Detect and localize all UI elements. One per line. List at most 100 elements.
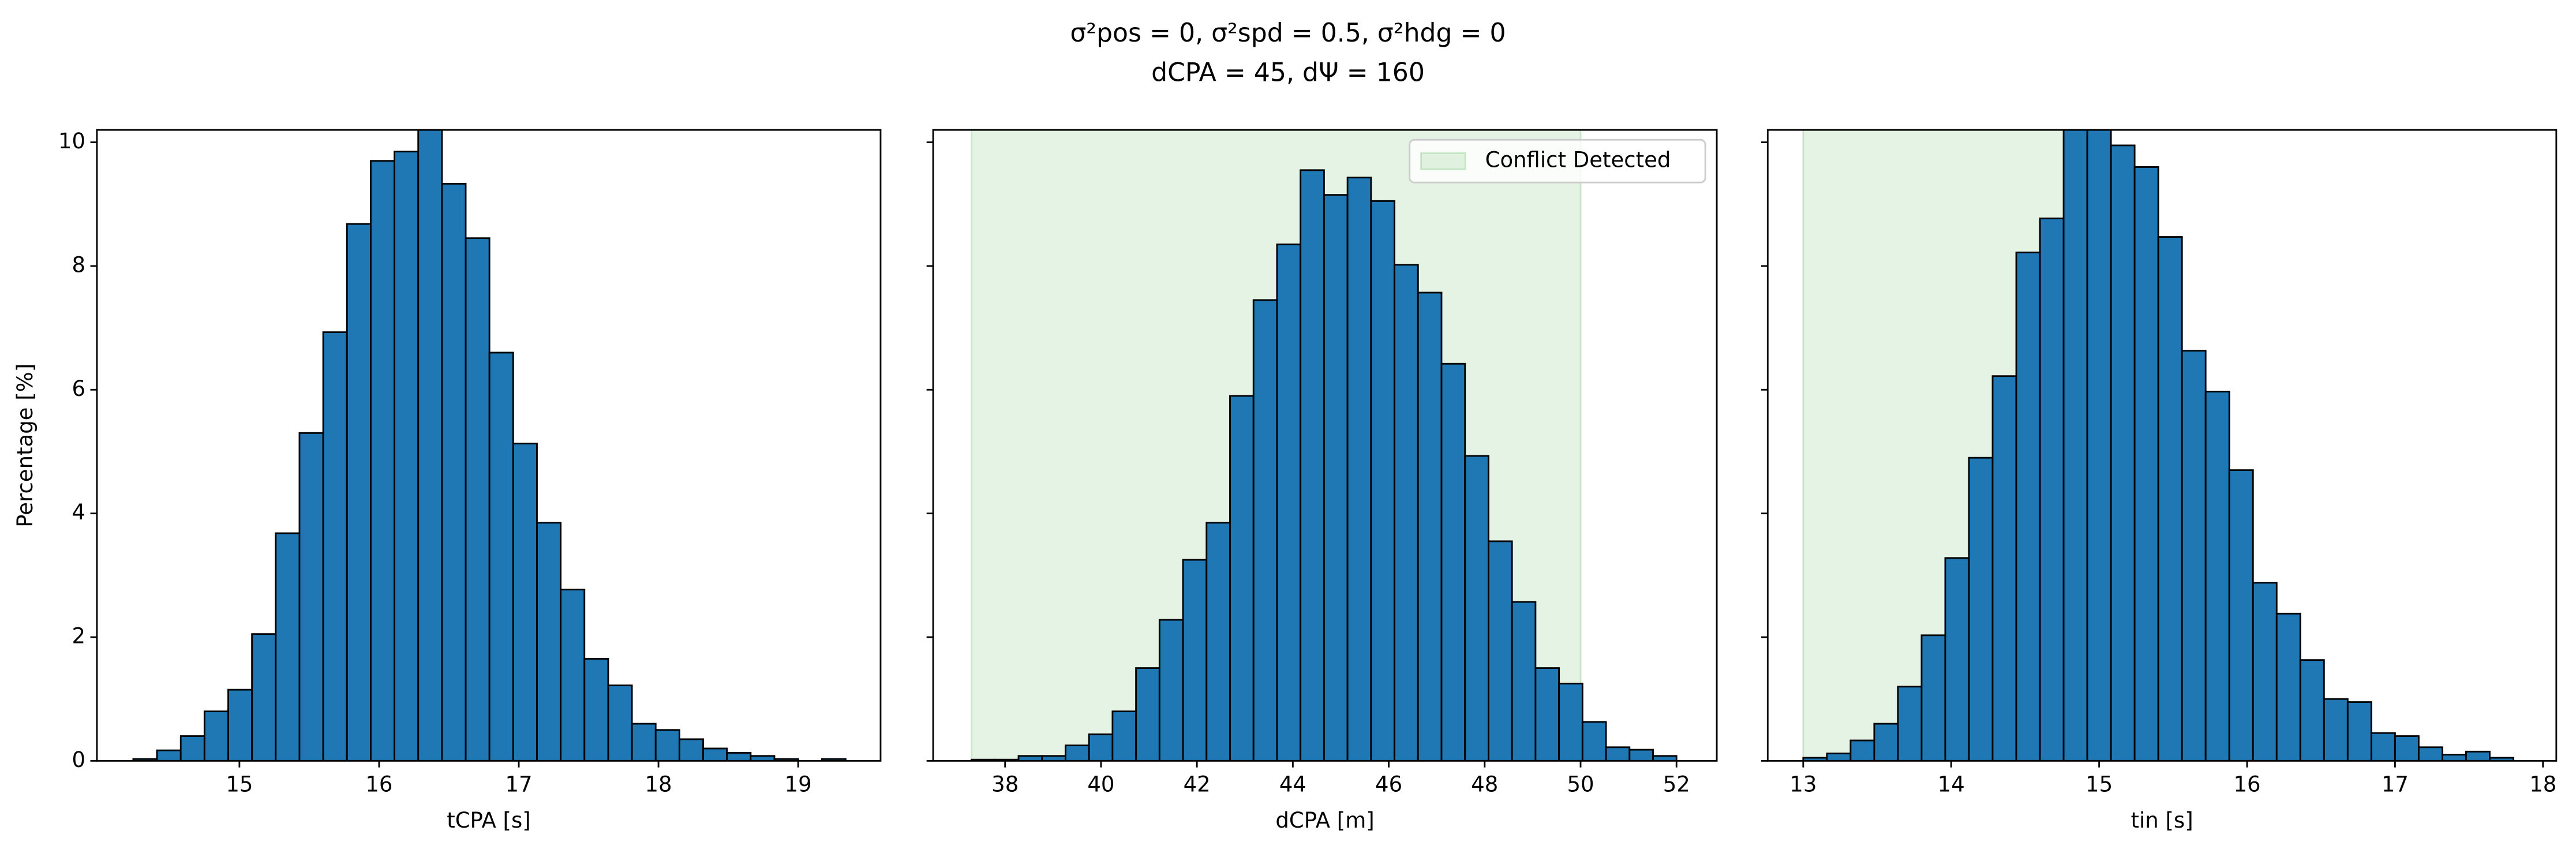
x-tick-label: 42 <box>1184 772 1211 797</box>
title-line: σ²pos = 0, σ²spd = 0.5, σ²hdg = 0 <box>1070 18 1506 48</box>
bar <box>2346 701 2372 761</box>
bar <box>583 658 609 761</box>
bar <box>1464 455 1489 761</box>
bar <box>1346 177 1372 761</box>
bar <box>1088 733 1114 761</box>
bar <box>1065 744 1090 761</box>
bar <box>2441 754 2467 761</box>
bar <box>2275 612 2301 761</box>
x-axis-label: tCPA [s] <box>447 808 531 833</box>
axes-frame <box>1766 129 2558 762</box>
bar <box>298 432 324 761</box>
bar <box>2181 350 2207 761</box>
x-tick-label: 16 <box>365 772 392 797</box>
plot-area <box>132 130 847 761</box>
x-tick-label: 52 <box>1663 772 1690 797</box>
bar <box>465 237 491 761</box>
bar <box>2062 130 2088 761</box>
y-tick-label: 4 <box>72 500 85 525</box>
bar <box>2110 144 2136 761</box>
x-tick-label: 46 <box>1375 772 1402 797</box>
bar <box>654 729 680 761</box>
bar <box>1581 721 1607 761</box>
x-tick-label: 17 <box>505 772 532 797</box>
bar <box>1182 559 1208 761</box>
legend-label: Conflict Detected <box>1485 148 1671 173</box>
bar <box>441 182 467 761</box>
bar <box>488 351 514 761</box>
bar <box>1605 746 1631 761</box>
bar <box>512 443 538 761</box>
bar <box>2252 582 2278 761</box>
bar <box>2086 130 2112 761</box>
x-tick-label: 50 <box>1567 772 1594 797</box>
y-tick-label: 10 <box>58 129 85 154</box>
bar <box>1944 557 1970 761</box>
x-tick-label: 15 <box>2085 772 2113 797</box>
bar <box>607 684 633 761</box>
bar <box>678 738 704 761</box>
title-line: dCPA = 45, dΨ = 160 <box>1151 58 1425 87</box>
x-tick-label: 16 <box>2233 772 2260 797</box>
bar <box>1323 194 1349 761</box>
bar <box>1205 522 1231 761</box>
bar <box>631 723 657 761</box>
bar <box>726 751 752 761</box>
bar <box>1440 362 1466 761</box>
bar <box>2228 469 2254 761</box>
bar <box>1276 243 1302 761</box>
bar <box>1252 299 1278 761</box>
bar <box>346 223 372 761</box>
bar <box>1628 749 1654 761</box>
bar <box>1300 169 1325 761</box>
plot-area <box>971 130 1678 761</box>
bar <box>369 160 395 761</box>
x-axis-label: tin [s] <box>2131 808 2193 833</box>
x-tick-label: 13 <box>1789 772 1817 797</box>
x-tick-label: 18 <box>645 772 672 797</box>
bar <box>2133 166 2159 761</box>
bar <box>1991 375 2017 761</box>
bar <box>2394 735 2420 761</box>
axes-frame <box>96 129 882 762</box>
bar <box>560 589 586 761</box>
bar <box>2370 732 2396 761</box>
bar <box>1417 291 1443 761</box>
bar <box>1488 540 1513 761</box>
bar <box>1135 667 1160 761</box>
y-tick-label: 0 <box>72 747 85 772</box>
y-tick-label: 6 <box>72 376 85 401</box>
bar <box>2323 698 2349 761</box>
bar <box>2204 391 2230 761</box>
bar <box>394 151 420 761</box>
bar <box>1394 264 1419 761</box>
x-tick-label: 44 <box>1279 772 1306 797</box>
bar <box>156 749 182 761</box>
bar <box>1370 200 1395 761</box>
y-tick-label: 8 <box>72 252 85 277</box>
bar <box>203 710 229 761</box>
bar <box>1229 395 1255 761</box>
bar <box>536 522 562 761</box>
x-tick-label: 14 <box>1938 772 1965 797</box>
x-tick-label: 17 <box>2382 772 2409 797</box>
bar <box>2417 746 2443 761</box>
x-tick-label: 48 <box>1471 772 1498 797</box>
bar <box>2157 236 2183 761</box>
bar <box>2015 251 2041 761</box>
bar <box>322 331 348 761</box>
legend-swatch <box>1420 152 1466 170</box>
bar <box>1873 723 1899 761</box>
bar <box>1158 619 1184 761</box>
bar <box>2039 217 2065 761</box>
bar <box>1534 667 1560 761</box>
y-axis-label: Percentage [%] <box>13 364 38 527</box>
x-tick-label: 18 <box>2529 772 2556 797</box>
x-tick-label: 15 <box>226 772 253 797</box>
bar <box>1826 753 1852 761</box>
bar <box>1558 682 1583 761</box>
y-tick-label: 2 <box>72 623 85 648</box>
legend-box <box>1409 139 1706 184</box>
x-tick-label: 40 <box>1087 772 1114 797</box>
